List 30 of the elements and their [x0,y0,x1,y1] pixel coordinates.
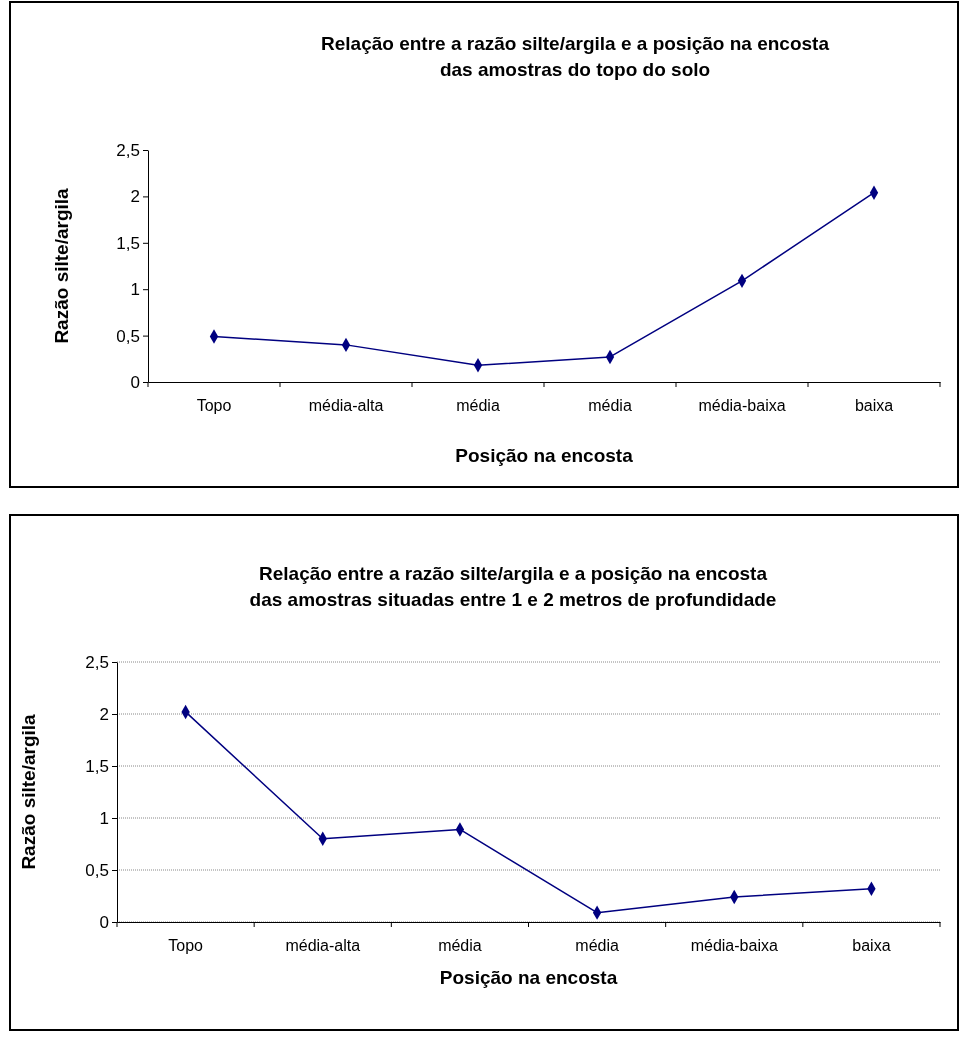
y-axis-title: Razão silte/argila [18,713,39,870]
chart-title: Relação entre a razão silte/argila e a posição na encosta das amostras situadas entre 1 e 2 metros de profundidade [249,563,777,610]
y-tick-label: 0 [130,372,140,392]
y-tick-label: 1,5 [85,756,109,776]
y-tick-label: 1,5 [116,233,140,253]
x-tick-label: baixa [852,936,891,954]
y-tick-label: 0 [99,912,109,932]
x-tick-label: Topo [168,936,204,954]
x-tick-label: média [456,396,500,414]
x-axis-title: Posição na encosta [439,967,618,988]
x-tick-label: baixa [854,396,894,414]
y-axis-title: Razão silte/argila [51,187,72,344]
x-tick-label: média-baixa [690,936,778,954]
y-tick-label: 1 [99,808,109,828]
y-tick-label: 2,5 [85,652,109,672]
y-tick-label: 0,5 [116,326,140,346]
x-tick-label: média-alta [308,396,384,414]
x-tick-label: média-alta [285,936,361,954]
x-tick-label: Topo [196,396,232,414]
y-tick-label: 0,5 [85,860,109,880]
x-tick-label: média [438,936,482,954]
y-tick-label: 2,5 [116,140,140,160]
y-tick-label: 1 [130,280,140,300]
y-tick-label: 2 [130,187,140,207]
y-tick-label: 2 [99,704,109,724]
x-tick-label: média [575,936,619,954]
chart-title: Relação entre a razão silte/argila e a posição na encosta das amostras do topo do solo [321,33,830,80]
x-tick-label: média-baixa [698,396,786,414]
x-tick-label: média [588,396,632,414]
x-axis-title: Posição na encosta [455,445,634,466]
